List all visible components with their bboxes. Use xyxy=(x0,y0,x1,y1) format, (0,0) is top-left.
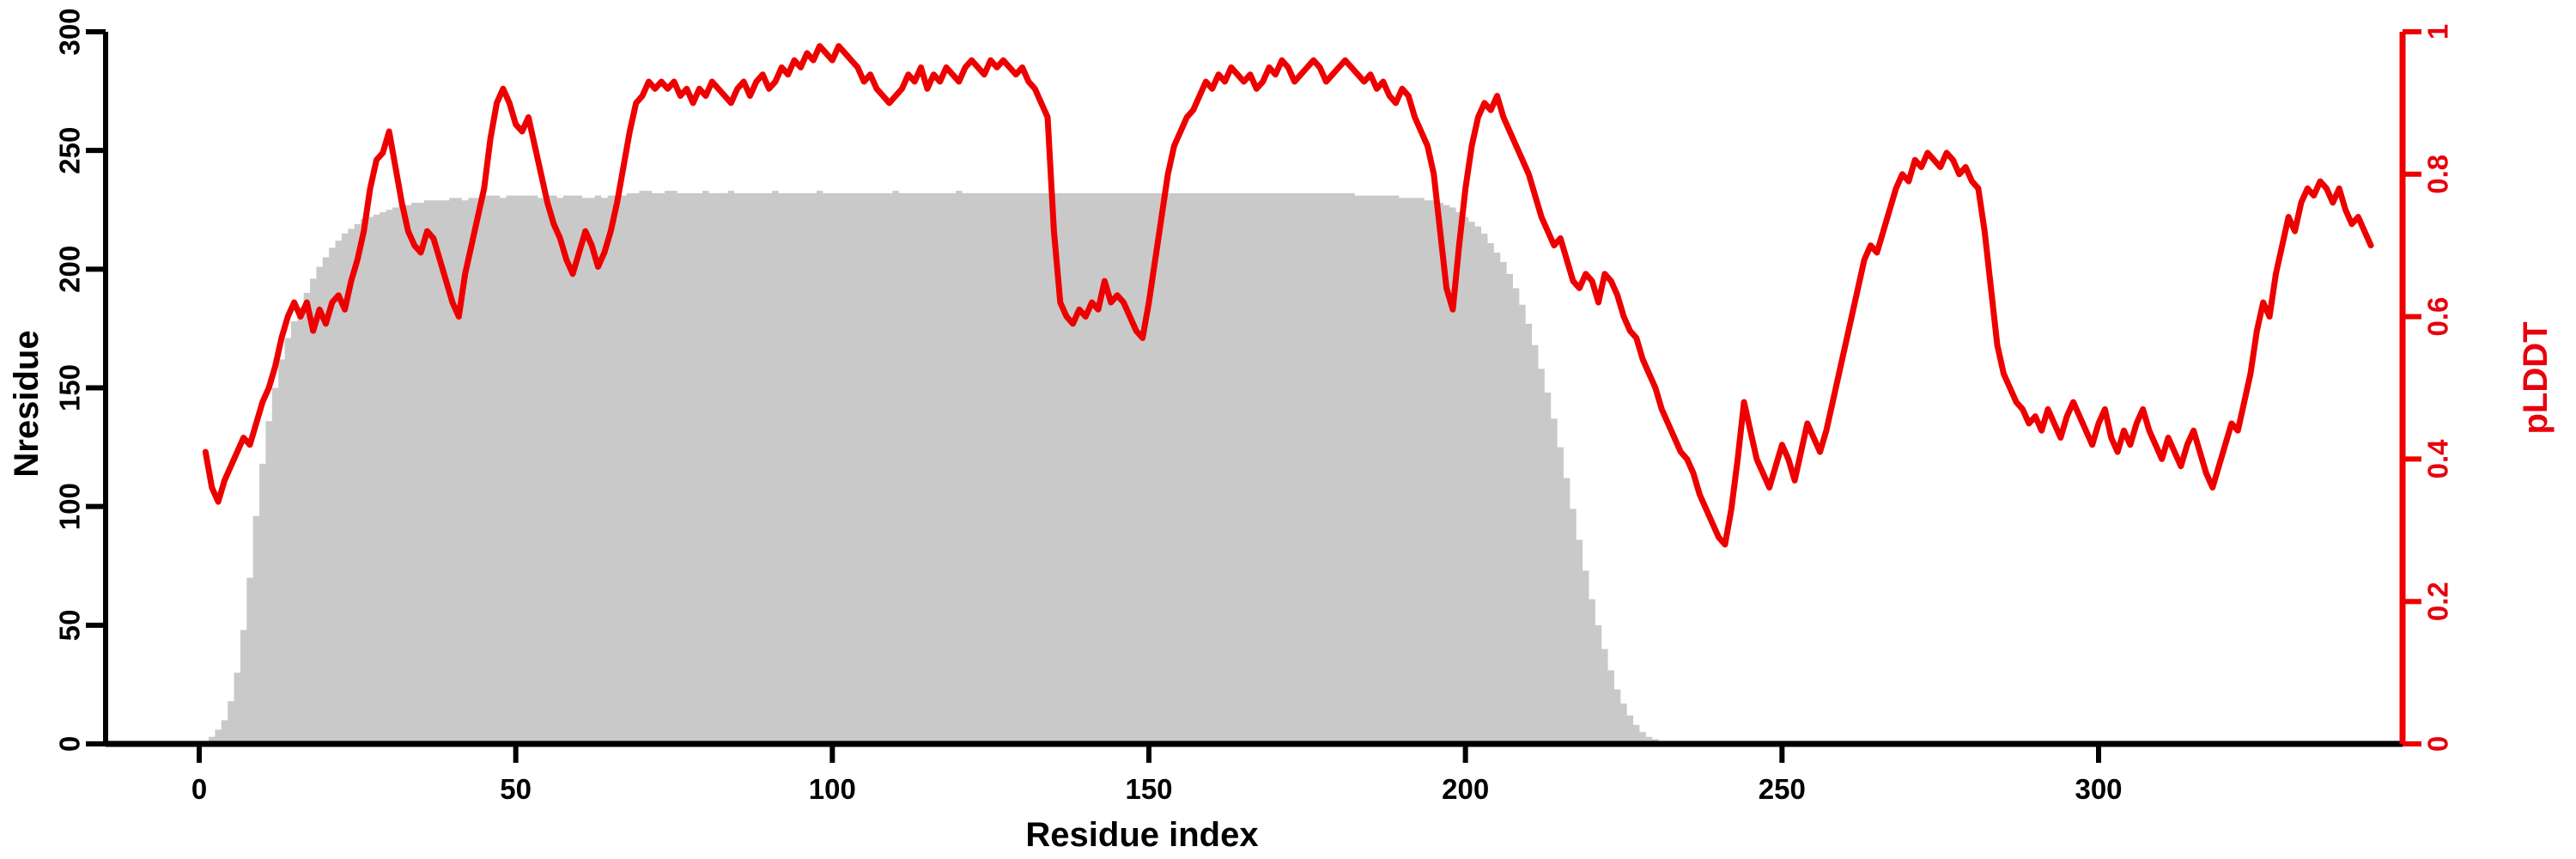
left-axis-tick-label: 250 xyxy=(54,127,86,174)
y-axis-title: Nresidue xyxy=(8,330,46,477)
left-axis-tick-label: 50 xyxy=(54,609,86,641)
right-axis-tick-label: 0.6 xyxy=(2422,297,2454,337)
plddt-line xyxy=(202,43,2374,548)
bottom-axis-tick-label: 200 xyxy=(1442,773,1489,805)
right-axis-tick-label: 0.2 xyxy=(2422,582,2454,621)
histogram-bars xyxy=(209,191,2241,744)
right-axis-tick-label: 0 xyxy=(2422,736,2454,752)
left-axis-tick-label: 200 xyxy=(54,246,86,293)
left-axis-tick-label: 300 xyxy=(54,8,86,55)
x-axis-title: Residue index xyxy=(1025,816,1258,854)
bottom-axis-tick-label: 150 xyxy=(1125,773,1172,805)
nresidue-histogram xyxy=(209,191,2241,744)
right-axis-tick-label: 0.4 xyxy=(2422,439,2454,479)
left-axis-tick-label: 0 xyxy=(54,736,86,752)
bottom-axis-tick-label: 100 xyxy=(809,773,856,805)
right-axis-tick-label: 1 xyxy=(2422,24,2454,40)
bottom-axis-tick-label: 250 xyxy=(1759,773,1806,805)
right-axis-title: pLDDT xyxy=(2517,321,2555,434)
right-axis: 0 0.2 0.4 0.6 0.8 1 xyxy=(2399,24,2454,752)
right-axis-tick-label: 0.8 xyxy=(2422,155,2454,194)
left-axis-tick-label: 100 xyxy=(54,483,86,530)
left-axis: 0 50 100 150 200 250 300 xyxy=(54,8,108,752)
bottom-axis-tick-label: 0 xyxy=(191,773,207,805)
left-axis-tick-label: 150 xyxy=(54,364,86,411)
bottom-axis-tick-label: 50 xyxy=(500,773,532,805)
bottom-axis-tick-label: 300 xyxy=(2075,773,2122,805)
bottom-axis: 0 50 100 150 200 250 300 xyxy=(106,740,2403,805)
plddt-polyline xyxy=(202,43,2374,548)
